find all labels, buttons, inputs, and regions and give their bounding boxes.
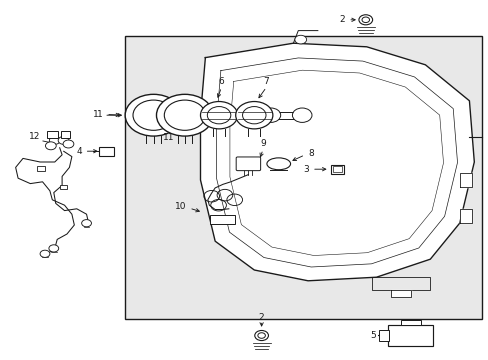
Text: 8: 8 — [307, 148, 313, 158]
Bar — [330, 165, 344, 174]
Text: 10: 10 — [174, 202, 186, 211]
Text: 1: 1 — [92, 110, 98, 119]
Bar — [209, 215, 235, 224]
Text: 4: 4 — [76, 147, 82, 156]
Bar — [332, 166, 342, 172]
Text: 5: 5 — [370, 331, 376, 340]
Circle shape — [254, 330, 268, 341]
Circle shape — [125, 94, 182, 136]
Ellipse shape — [266, 158, 290, 170]
Text: 1: 1 — [97, 110, 102, 119]
Circle shape — [63, 140, 74, 148]
Circle shape — [45, 142, 56, 150]
FancyBboxPatch shape — [236, 157, 260, 171]
Bar — [61, 131, 70, 138]
Circle shape — [49, 245, 59, 252]
Text: 3: 3 — [303, 165, 308, 174]
Circle shape — [358, 15, 372, 25]
Polygon shape — [200, 43, 473, 281]
Circle shape — [257, 333, 265, 338]
Bar — [387, 325, 432, 346]
Polygon shape — [459, 209, 471, 223]
Text: 11: 11 — [163, 133, 174, 142]
Circle shape — [292, 108, 311, 122]
Polygon shape — [459, 173, 471, 187]
Circle shape — [200, 102, 237, 129]
Circle shape — [40, 250, 50, 257]
Bar — [99, 147, 114, 156]
Circle shape — [207, 107, 230, 124]
Circle shape — [294, 35, 306, 44]
Circle shape — [156, 94, 213, 136]
Text: 12: 12 — [28, 132, 40, 141]
Circle shape — [58, 136, 69, 144]
Text: 7: 7 — [263, 77, 269, 86]
Text: 2: 2 — [339, 15, 345, 24]
Circle shape — [361, 17, 369, 23]
Bar — [124, 36, 481, 319]
Bar — [60, 185, 67, 189]
Bar — [379, 330, 388, 341]
Text: 6: 6 — [218, 77, 224, 86]
Circle shape — [261, 108, 280, 122]
Circle shape — [242, 107, 265, 124]
Text: 9: 9 — [260, 139, 265, 148]
Circle shape — [235, 102, 272, 129]
Text: 2: 2 — [258, 313, 264, 322]
Bar — [47, 131, 58, 138]
Circle shape — [81, 220, 91, 227]
Bar — [37, 166, 45, 171]
Polygon shape — [390, 290, 410, 297]
Bar — [400, 320, 420, 325]
Circle shape — [49, 136, 60, 144]
